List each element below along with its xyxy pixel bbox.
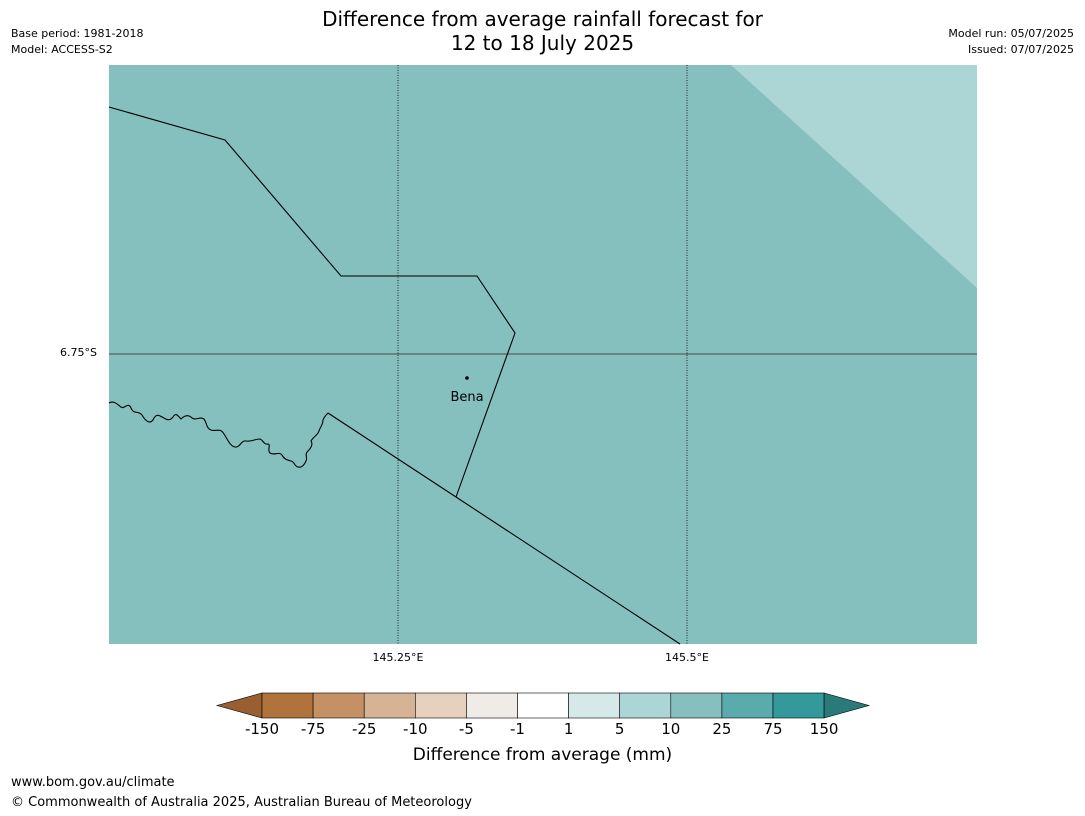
colorbar-tick-label: 5: [614, 720, 625, 738]
province-boundary-north: [108, 106, 516, 498]
colorbar-swatch: [568, 692, 620, 719]
colorbar-swatch: [517, 692, 569, 719]
colorbar-tick-label: -150: [244, 720, 280, 738]
colorbar-tick-label: 25: [712, 720, 732, 738]
colorbar-tick-label: -10: [403, 720, 428, 738]
colorbar-swatch: [414, 692, 467, 719]
colorbar: [215, 692, 871, 719]
title-line-1: Difference from average rainfall forecas…: [322, 7, 763, 31]
colorbar-swatch: [619, 692, 672, 719]
colorbar-tick-label: 1: [563, 720, 574, 738]
bena-marker: [465, 376, 469, 380]
issued-date: Issued: 07/07/2025: [967, 43, 1074, 56]
colorbar-tick-label: 75: [763, 720, 783, 738]
colorbar-title: Difference from average (mm): [412, 745, 673, 765]
longitude-label-1: 145.25°E: [372, 651, 424, 664]
place-label-bena: Bena: [450, 390, 483, 405]
model-name: Model: ACCESS-S2: [11, 43, 113, 56]
meta-left: Base period: 1981-2018 Model: ACCESS-S2: [11, 26, 143, 58]
base-period: Base period: 1981-2018: [11, 27, 144, 40]
meta-right: Model run: 05/07/2025 Issued: 07/07/2025: [948, 26, 1074, 58]
colorbar-extend-low: [215, 692, 263, 719]
longitude-label-2: 145.5°E: [665, 651, 709, 664]
colorbar-swatch: [721, 692, 774, 719]
colorbar-swatch: [466, 692, 518, 719]
colorbar-swatch: [363, 692, 416, 719]
map-title: Difference from average rainfall forecas…: [200, 7, 885, 55]
footer-url[interactable]: www.bom.gov.au/climate: [11, 775, 175, 790]
colorbar-swatch: [261, 692, 314, 719]
latitude-label: 6.75°S: [60, 346, 97, 359]
colorbar-swatch: [312, 692, 365, 719]
river-boundary: [108, 401, 329, 468]
colorbar-swatch: [670, 692, 723, 719]
upper-category-region: [731, 65, 977, 288]
colorbar-extend-high: [823, 692, 871, 719]
colorbar-tick-label: -75: [300, 720, 326, 738]
colorbar-swatch: [772, 692, 825, 719]
footer-copyright: © Commonwealth of Australia 2025, Austra…: [11, 795, 472, 810]
province-boundary-south: [327, 412, 681, 645]
title-line-2: 12 to 18 July 2025: [450, 31, 635, 55]
model-run: Model run: 05/07/2025: [948, 27, 1074, 40]
colorbar-tick-label: 10: [661, 720, 681, 738]
colorbar-tick-label: -25: [351, 720, 377, 738]
colorbar-tick-label: -1: [510, 720, 525, 738]
colorbar-tick-label: 150: [809, 720, 839, 738]
colorbar-tick-label: -5: [458, 720, 474, 738]
